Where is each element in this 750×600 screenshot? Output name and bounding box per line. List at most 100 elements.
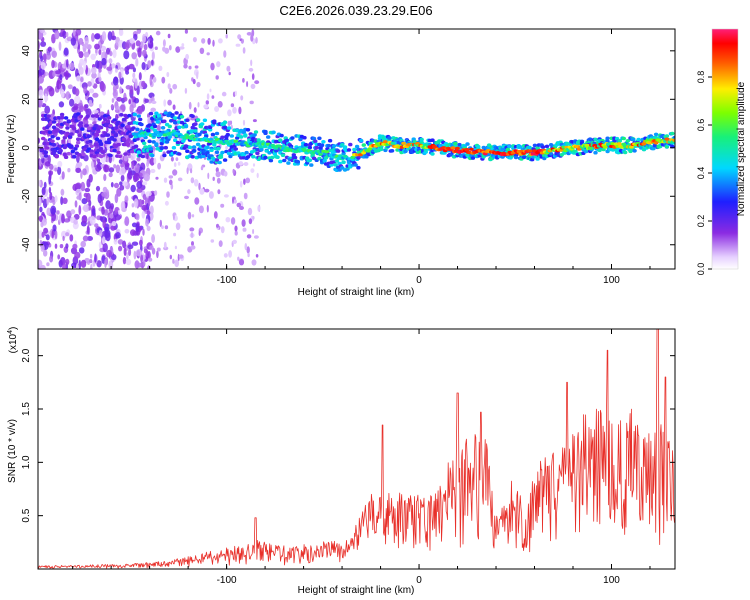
- band-blob: [535, 157, 540, 161]
- noise-blob: [174, 245, 177, 250]
- noise-blob: [82, 235, 89, 242]
- noise-blob: [251, 73, 255, 80]
- noise-blob: [97, 193, 103, 204]
- noise-blob: [38, 98, 43, 108]
- band-blob: [197, 132, 202, 137]
- band-blob: [154, 142, 159, 146]
- noise-blob: [73, 219, 78, 225]
- band-blob: [470, 156, 476, 160]
- noise-blob: [46, 262, 50, 267]
- noise-blob: [154, 46, 158, 50]
- band-blob: [148, 111, 154, 116]
- band-blob: [113, 133, 119, 138]
- snr-multiplier-close: ): [8, 327, 19, 330]
- noise-blob: [136, 29, 142, 34]
- noise-blob: [92, 92, 99, 98]
- noise-blob: [86, 225, 90, 235]
- noise-blob: [61, 230, 67, 239]
- noise-blob: [199, 47, 205, 54]
- noise-blob: [136, 187, 143, 193]
- band-blob: [290, 136, 295, 140]
- noise-blob: [175, 46, 181, 53]
- noise-blob: [157, 162, 162, 170]
- band-blob: [319, 143, 325, 147]
- x-tick-label: 0: [416, 575, 422, 586]
- noise-blob: [134, 79, 138, 89]
- band-blob: [214, 150, 220, 155]
- noise-blob: [204, 188, 210, 193]
- band-blob: [78, 121, 84, 125]
- band-blob: [123, 152, 128, 156]
- band-blob: [142, 141, 147, 146]
- noise-blob: [163, 241, 167, 249]
- band-blob: [530, 157, 535, 162]
- band-blob: [43, 150, 49, 155]
- noise-blob: [74, 95, 81, 104]
- noise-blob: [247, 207, 253, 216]
- band-blob: [251, 154, 256, 159]
- noise-blob: [163, 99, 167, 107]
- noise-blob: [184, 195, 189, 200]
- noise-blob: [167, 33, 171, 39]
- band-blob: [74, 144, 80, 148]
- noise-blob: [43, 54, 47, 64]
- noise-blob: [196, 71, 199, 80]
- noise-blob: [213, 211, 218, 219]
- noise-blob: [172, 213, 175, 221]
- noise-blob: [84, 36, 89, 46]
- noise-blob: [239, 206, 244, 210]
- band-blob: [190, 114, 195, 118]
- noise-blob: [217, 189, 221, 195]
- band-blob: [65, 122, 70, 127]
- noise-blob: [137, 47, 142, 58]
- noise-blob: [59, 244, 64, 249]
- noise-blob: [216, 223, 219, 228]
- band-blob: [352, 147, 357, 152]
- band-blob: [177, 125, 182, 130]
- noise-blob: [141, 181, 148, 186]
- noise-blob: [80, 170, 83, 180]
- band-blob: [341, 160, 346, 164]
- band-blob: [61, 139, 66, 143]
- band-blob: [63, 155, 69, 159]
- noise-blob: [242, 119, 246, 126]
- noise-blob: [79, 58, 85, 66]
- noise-blob: [124, 42, 130, 51]
- band-blob: [340, 143, 345, 147]
- band-blob: [453, 141, 458, 146]
- noise-blob: [78, 37, 84, 45]
- noise-blob: [110, 254, 117, 261]
- noise-blob: [62, 263, 67, 269]
- noise-blob: [223, 253, 228, 258]
- noise-blob: [151, 247, 156, 255]
- band-blob: [98, 154, 104, 159]
- noise-blob: [139, 41, 144, 49]
- band-blob: [112, 148, 117, 153]
- band-blob: [279, 133, 284, 138]
- noise-blob: [228, 71, 231, 76]
- noise-blob: [43, 181, 47, 189]
- band-blob: [220, 135, 225, 140]
- band-blob: [664, 134, 670, 138]
- noise-blob: [198, 205, 204, 214]
- band-blob: [252, 133, 257, 137]
- band-blob: [216, 146, 221, 151]
- noise-blob: [145, 191, 152, 197]
- noise-blob: [72, 29, 76, 37]
- noise-blob: [143, 173, 150, 182]
- band-blob: [623, 150, 628, 155]
- band-blob: [50, 139, 55, 143]
- noise-blob: [164, 200, 169, 206]
- noise-blob: [95, 164, 102, 172]
- band-blob: [86, 134, 92, 139]
- band-blob: [313, 139, 318, 144]
- band-blob: [505, 147, 511, 152]
- noise-blob: [232, 106, 237, 114]
- noise-blob: [192, 78, 196, 85]
- noise-blob: [225, 34, 228, 39]
- noise-blob: [236, 202, 242, 208]
- band-blob: [158, 117, 163, 121]
- noise-blob: [191, 241, 194, 246]
- noise-blob: [72, 243, 78, 250]
- noise-blob: [142, 193, 147, 200]
